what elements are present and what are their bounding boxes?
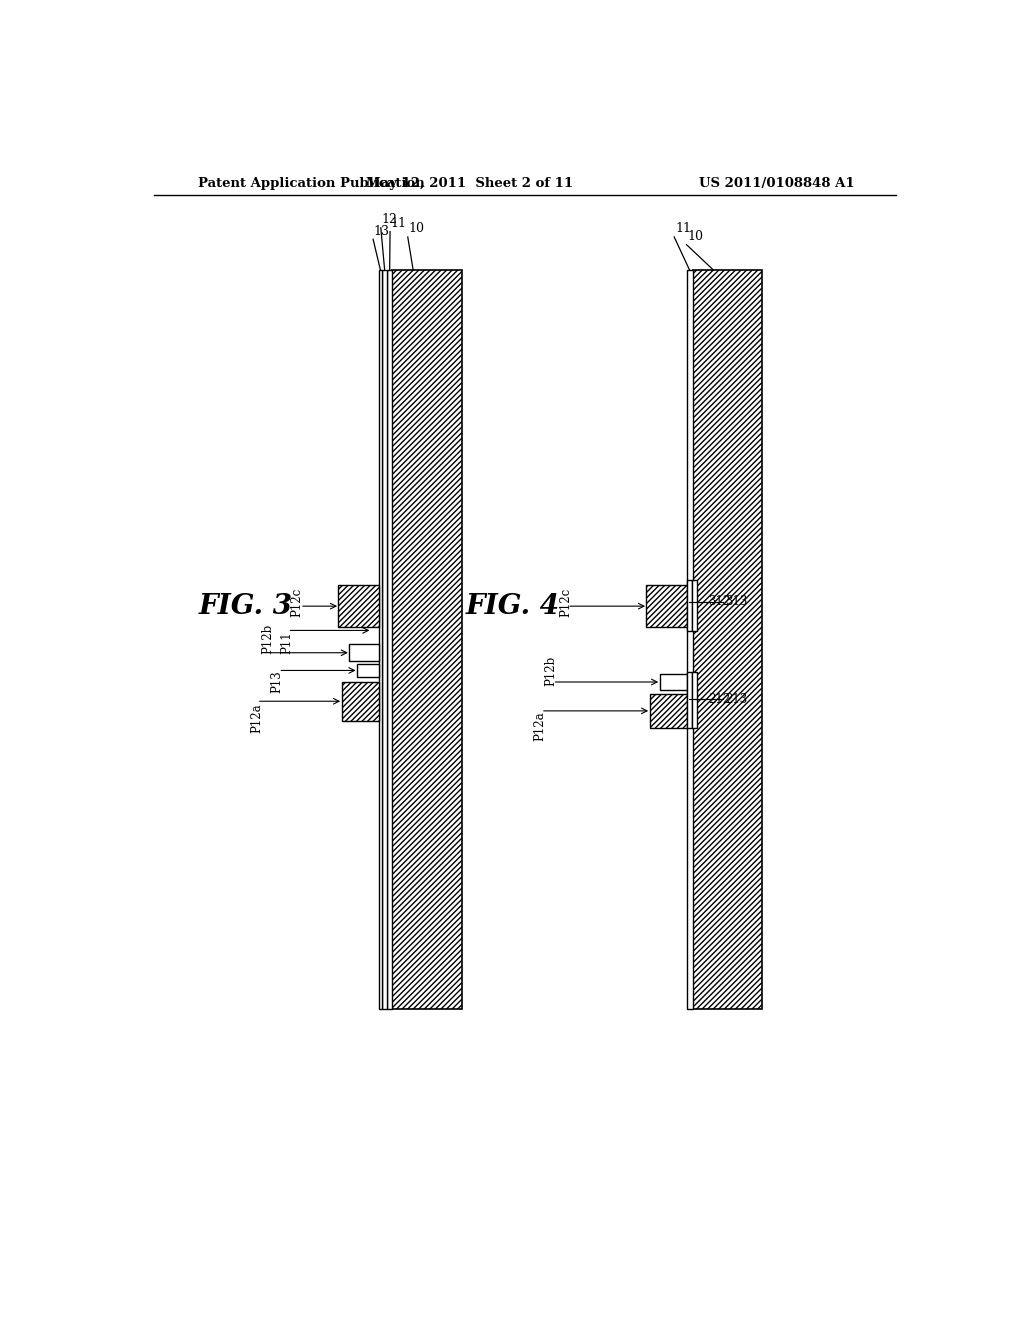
Bar [646,585,686,627]
Text: P11: P11 [281,631,294,653]
Text: P12a: P12a [250,704,263,733]
Bar [692,271,762,1010]
Text: P12b: P12b [261,624,274,653]
Text: FIG. 4: FIG. 4 [466,593,559,619]
Bar [692,672,696,729]
Text: 10: 10 [409,222,425,235]
Bar [357,664,379,677]
Text: P12a: P12a [534,711,546,741]
Bar [387,271,392,1010]
Bar [339,585,379,627]
Text: 10: 10 [687,230,703,243]
Bar [686,672,692,729]
Text: 11: 11 [675,222,691,235]
Bar [686,271,692,1010]
Text: 312: 312 [708,595,730,609]
Bar [379,271,382,1010]
Bar [349,644,379,661]
Bar [686,579,692,631]
Bar [382,271,387,1010]
Text: P12c: P12c [559,587,572,616]
Bar [692,579,696,631]
Bar [392,271,462,1010]
Text: 13: 13 [374,224,390,238]
Text: US 2011/0108848 A1: US 2011/0108848 A1 [698,177,854,190]
Text: P13: P13 [270,671,284,693]
Text: May 12, 2011  Sheet 2 of 11: May 12, 2011 Sheet 2 of 11 [366,177,572,190]
Bar [342,682,379,721]
Text: P12b: P12b [545,655,558,685]
Text: 313: 313 [725,595,748,609]
Bar [649,693,686,729]
Text: 11: 11 [391,216,407,230]
Bar [659,675,686,689]
Text: 212: 212 [708,693,730,706]
Text: 12: 12 [382,213,397,226]
Text: FIG. 3: FIG. 3 [199,593,292,619]
Text: P12c: P12c [290,587,303,616]
Text: Patent Application Publication: Patent Application Publication [199,177,425,190]
Text: 213: 213 [725,693,748,706]
